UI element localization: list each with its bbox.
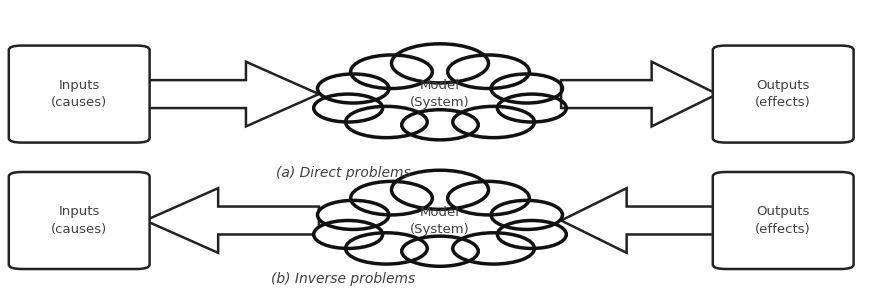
Polygon shape	[145, 188, 319, 253]
Ellipse shape	[491, 74, 562, 103]
Ellipse shape	[338, 184, 542, 257]
Ellipse shape	[453, 233, 534, 264]
Ellipse shape	[392, 170, 488, 209]
Ellipse shape	[491, 201, 562, 229]
Ellipse shape	[313, 94, 383, 122]
Ellipse shape	[351, 181, 432, 215]
Ellipse shape	[448, 55, 530, 88]
FancyBboxPatch shape	[713, 46, 854, 143]
Ellipse shape	[497, 94, 567, 122]
FancyBboxPatch shape	[9, 172, 150, 269]
Ellipse shape	[338, 58, 542, 131]
Ellipse shape	[346, 233, 428, 264]
Text: Model
(System): Model (System)	[410, 206, 470, 235]
Ellipse shape	[453, 106, 534, 138]
Ellipse shape	[401, 236, 479, 266]
Text: (b) Inverse problems: (b) Inverse problems	[271, 272, 415, 286]
Polygon shape	[561, 188, 717, 253]
Ellipse shape	[401, 110, 479, 140]
Ellipse shape	[351, 55, 432, 88]
Polygon shape	[145, 62, 319, 126]
Ellipse shape	[448, 181, 530, 215]
Text: Inputs
(causes): Inputs (causes)	[51, 206, 107, 235]
Text: Outputs
(effects): Outputs (effects)	[755, 79, 811, 109]
Ellipse shape	[346, 106, 428, 138]
FancyBboxPatch shape	[9, 46, 150, 143]
Ellipse shape	[313, 220, 383, 248]
FancyBboxPatch shape	[713, 172, 854, 269]
Text: Outputs
(effects): Outputs (effects)	[755, 206, 811, 235]
Ellipse shape	[497, 220, 567, 248]
Text: (a) Direct problems: (a) Direct problems	[275, 166, 411, 181]
Ellipse shape	[392, 44, 488, 83]
Polygon shape	[561, 62, 717, 126]
Ellipse shape	[318, 74, 389, 103]
Ellipse shape	[318, 201, 389, 229]
Text: Inputs
(causes): Inputs (causes)	[51, 79, 107, 109]
Text: Model
(System): Model (System)	[410, 79, 470, 109]
